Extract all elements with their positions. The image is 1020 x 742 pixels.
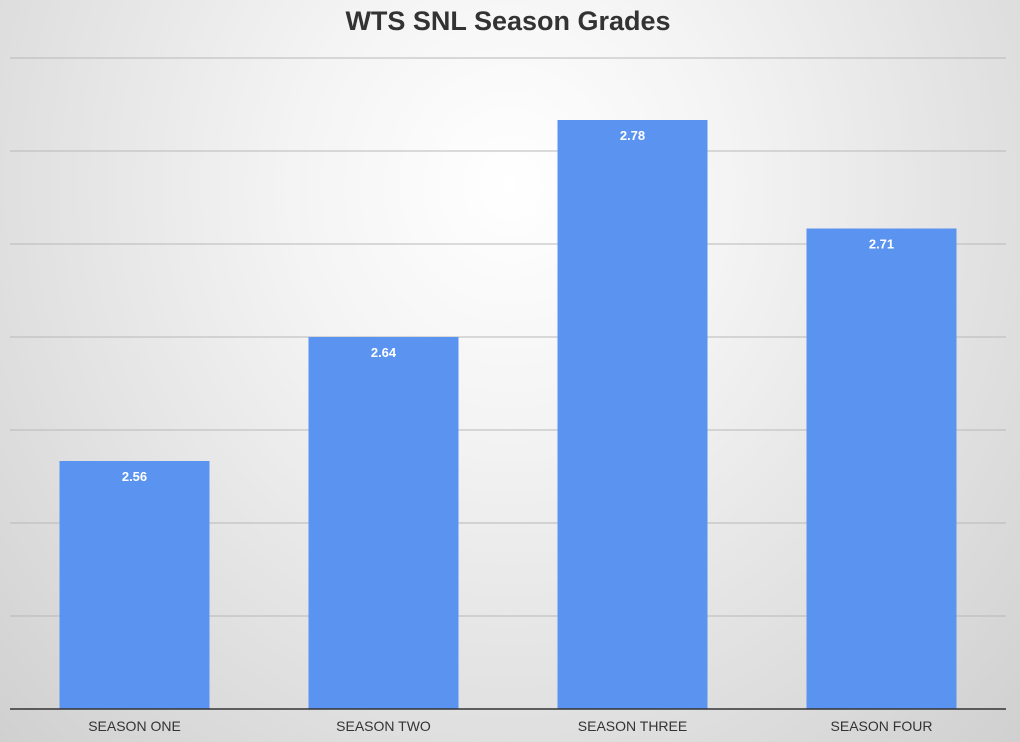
data-label: 2.78 bbox=[620, 128, 645, 143]
bars bbox=[59, 120, 957, 709]
x-tick-label: SEASON THREE bbox=[578, 718, 687, 734]
x-tick-labels: SEASON ONE SEASON TWO SEASON THREE SEASON F… bbox=[88, 718, 932, 734]
bar-labels: 2.56 2.64 2.78 2.71 bbox=[122, 128, 894, 484]
data-label: 2.71 bbox=[869, 237, 894, 252]
bar-season-one bbox=[59, 461, 210, 709]
data-label: 2.64 bbox=[371, 345, 397, 360]
chart-title: WTS SNL Season Grades bbox=[345, 6, 671, 36]
bar-season-four bbox=[806, 228, 957, 709]
x-tick-label: SEASON ONE bbox=[88, 718, 181, 734]
x-tick-label: SEASON TWO bbox=[336, 718, 431, 734]
bar-season-three bbox=[557, 120, 708, 709]
bar-season-two bbox=[308, 337, 459, 709]
x-tick-label: SEASON FOUR bbox=[831, 718, 933, 734]
data-label: 2.56 bbox=[122, 469, 147, 484]
